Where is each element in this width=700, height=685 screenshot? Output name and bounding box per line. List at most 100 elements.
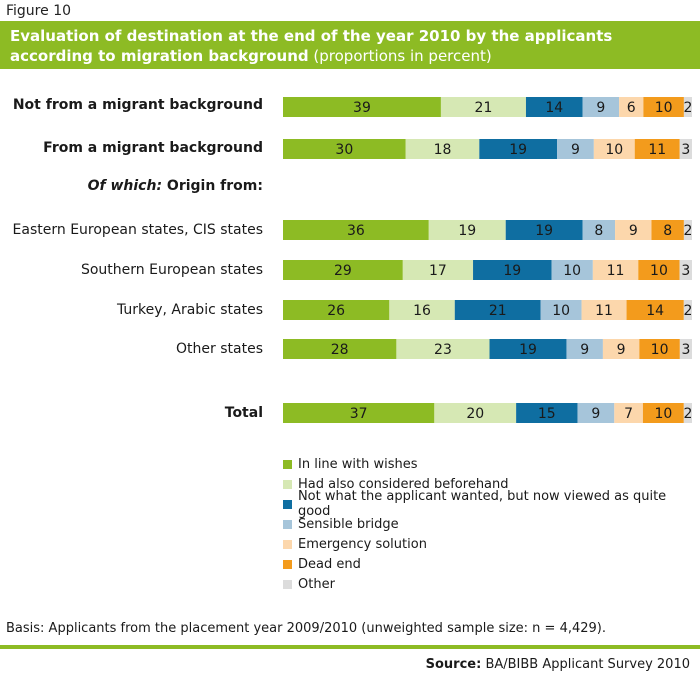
footer-rule <box>0 645 700 649</box>
data-label: 39 <box>353 100 371 116</box>
data-label: 19 <box>458 223 476 239</box>
data-label: 8 <box>663 223 672 239</box>
data-label: 29 <box>334 263 352 279</box>
bar-segment <box>402 260 474 280</box>
bar-segment <box>614 403 643 423</box>
chart-subtitle: (proportions in percent) <box>313 47 492 65</box>
bar-segment <box>434 403 517 423</box>
data-label: 19 <box>535 223 553 239</box>
data-label: 10 <box>651 342 669 358</box>
chart-title: Evaluation of destination at the end of … <box>10 27 613 65</box>
data-label: 16 <box>413 303 431 319</box>
data-label: 18 <box>434 142 452 158</box>
bar-segment <box>283 139 406 159</box>
bar-segment <box>651 220 684 240</box>
data-label: 9 <box>629 223 638 239</box>
legend-label: Other <box>298 576 335 592</box>
legend-label: In line with wishes <box>298 456 418 472</box>
data-label: 9 <box>596 100 605 116</box>
bar-segment <box>643 97 684 117</box>
basis-note: Basis: Applicants from the placement yea… <box>6 621 606 636</box>
data-label: 2 <box>683 406 692 422</box>
bar-segment <box>634 139 680 159</box>
bar-segment <box>683 403 692 423</box>
data-label: 10 <box>552 303 570 319</box>
bar-segment <box>582 220 616 240</box>
data-label: 14 <box>545 100 563 116</box>
data-label: 17 <box>429 263 447 279</box>
bar-segment <box>592 260 639 280</box>
bar-segment <box>454 300 541 320</box>
legend-swatch <box>283 579 292 589</box>
category-label: Turkey, Arabic states <box>116 302 263 318</box>
data-label: 36 <box>347 223 365 239</box>
bar-segment <box>619 97 644 117</box>
data-label: 23 <box>434 342 452 358</box>
data-label: 11 <box>648 142 666 158</box>
bar-segment <box>283 403 435 423</box>
data-label: 21 <box>475 100 493 116</box>
data-label: 2 <box>683 223 692 239</box>
bar-segment <box>683 300 692 320</box>
stacked-bar-chart: 39 21 14 9 6 10 230 18 19 9 10 11 336 19 19 8 9 8 229 17 19 1… <box>283 97 692 423</box>
bar-segment <box>283 97 441 117</box>
legend-label: Emergency solution <box>298 536 427 552</box>
legend-label: Sensible bridge <box>298 516 399 532</box>
bar-segment <box>283 260 403 280</box>
data-label: 20 <box>466 406 484 422</box>
data-label: 26 <box>327 303 345 319</box>
bar-segment <box>479 139 558 159</box>
bar-segment <box>473 260 552 280</box>
bar-segment <box>551 260 593 280</box>
data-label: 28 <box>331 342 349 358</box>
bar-segment <box>566 339 603 359</box>
category-label: Eastern European states, CIS states <box>12 222 263 238</box>
subhead-rest: Origin from: <box>162 178 263 194</box>
bar-segment <box>642 403 684 423</box>
bar-segment <box>440 97 526 117</box>
data-label: 3 <box>681 263 690 279</box>
data-label: 9 <box>591 406 600 422</box>
data-label: 11 <box>595 303 613 319</box>
legend-item: Not what the applicant wanted, but now v… <box>283 489 700 519</box>
category-label: Total <box>224 405 263 421</box>
legend-label: Had also considered beforehand <box>298 476 509 492</box>
legend-item: Sensible bridge <box>283 514 700 534</box>
bar-segment <box>396 339 490 359</box>
data-label: 19 <box>519 342 537 358</box>
legend-swatch <box>283 519 292 529</box>
bar-segment <box>389 300 455 320</box>
category-label: From a migrant background <box>43 140 263 156</box>
legend-swatch <box>283 499 292 509</box>
bar-segment <box>283 220 429 240</box>
category-label: Not from a migrant background <box>12 97 263 113</box>
bar-segment <box>683 220 692 240</box>
source-label: Source: <box>425 657 482 672</box>
legend-item: Other <box>283 574 700 594</box>
source-text: BA/BIBB Applicant Survey 2010 <box>481 657 690 672</box>
bar-segment <box>557 139 594 159</box>
data-label: 14 <box>646 303 664 319</box>
data-label: 3 <box>681 342 690 358</box>
data-label: 9 <box>617 342 626 358</box>
data-label: 10 <box>605 142 623 158</box>
data-label: 10 <box>563 263 581 279</box>
legend-swatch <box>283 539 292 549</box>
bar-segment <box>638 260 680 280</box>
origin-subhead: Of which: Origin from: <box>88 178 263 194</box>
data-label: 19 <box>509 142 527 158</box>
bar-segment <box>582 97 620 117</box>
data-label: 30 <box>335 142 353 158</box>
bar-segment <box>283 339 397 359</box>
legend-label: Not what the applicant wanted, but now v… <box>297 489 667 519</box>
legend-item: Had also considered beforehand <box>283 474 700 494</box>
category-label: Southern European states <box>80 262 263 278</box>
data-label: 2 <box>683 303 692 319</box>
legend-item: Emergency solution <box>283 534 700 554</box>
legend-item: Dead end <box>283 554 700 574</box>
legend-swatch <box>283 559 292 569</box>
data-label: 8 <box>594 223 603 239</box>
bar-segment <box>639 339 680 359</box>
legend-label: Dead end <box>298 556 361 572</box>
bar-segment <box>581 300 627 320</box>
